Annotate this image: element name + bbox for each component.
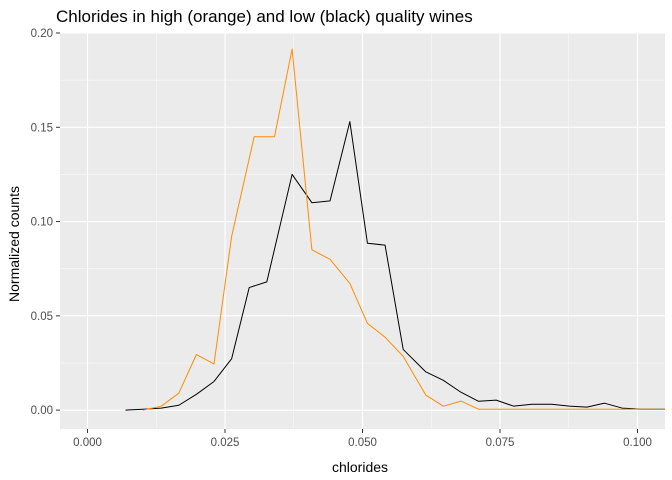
data-point xyxy=(214,381,215,382)
data-point xyxy=(143,410,144,411)
data-point xyxy=(178,405,179,406)
data-point xyxy=(513,406,514,407)
data-point xyxy=(665,409,666,410)
x-tick-label: 0.000 xyxy=(73,437,102,449)
data-point xyxy=(496,409,497,410)
axis-ticks xyxy=(56,32,638,433)
data-point xyxy=(532,404,533,405)
data-point xyxy=(461,392,462,393)
data-point xyxy=(461,401,462,402)
y-tick-label: 0.00 xyxy=(31,405,53,417)
data-point xyxy=(292,174,293,175)
data-point xyxy=(587,407,588,408)
major-gridlines xyxy=(60,32,665,429)
series-lines xyxy=(125,48,666,411)
data-point xyxy=(443,380,444,381)
series-1 xyxy=(142,48,666,411)
data-point xyxy=(513,409,514,410)
data-point xyxy=(274,136,275,137)
data-point xyxy=(587,409,588,410)
data-point xyxy=(532,409,533,410)
data-point xyxy=(496,400,497,401)
data-point xyxy=(254,136,255,137)
data-point xyxy=(604,403,605,404)
data-point xyxy=(443,406,444,407)
data-point xyxy=(196,394,197,395)
data-point xyxy=(569,409,570,410)
data-point xyxy=(292,49,293,50)
data-point xyxy=(367,243,368,244)
data-point xyxy=(385,245,386,246)
data-point xyxy=(478,401,479,402)
data-point xyxy=(551,404,552,405)
data-point xyxy=(266,282,267,283)
data-point xyxy=(604,409,605,410)
y-tick-label: 0.15 xyxy=(31,122,53,134)
y-tick-label: 0.05 xyxy=(31,311,53,323)
x-tick-label: 0.025 xyxy=(211,437,240,449)
data-point xyxy=(143,409,144,410)
x-tick-labels: 0.000 0.025 0.050 0.075 0.100 xyxy=(73,437,652,449)
data-point xyxy=(349,121,350,122)
chart-title: Chlorides in high (orange) and low (blac… xyxy=(56,7,473,26)
data-point xyxy=(178,393,179,394)
data-point xyxy=(312,202,313,203)
data-point xyxy=(231,358,232,359)
data-point xyxy=(425,371,426,372)
x-tick-label: 0.050 xyxy=(348,437,377,449)
data-point xyxy=(161,406,162,407)
y-tick-label: 0.10 xyxy=(31,217,53,229)
data-point xyxy=(312,249,313,250)
series-line xyxy=(125,121,665,411)
y-axis-title: Normalized counts xyxy=(6,186,22,302)
x-tick-label: 0.100 xyxy=(623,437,652,449)
data-point xyxy=(161,408,162,409)
series-0 xyxy=(125,121,665,411)
data-point xyxy=(640,409,641,410)
data-point xyxy=(214,364,215,365)
y-tick-label: 0.20 xyxy=(31,28,53,40)
data-point xyxy=(231,236,232,237)
x-tick-label: 0.075 xyxy=(486,437,515,449)
data-point xyxy=(403,356,404,357)
data-point xyxy=(367,323,368,324)
data-point xyxy=(349,283,350,284)
data-point xyxy=(403,349,404,350)
data-point xyxy=(196,354,197,355)
data-point xyxy=(385,337,386,338)
data-point xyxy=(551,409,552,410)
data-point xyxy=(425,395,426,396)
data-point xyxy=(330,259,331,260)
data-point xyxy=(478,409,479,410)
x-axis-title: chlorides xyxy=(332,459,388,475)
data-point xyxy=(125,410,126,411)
y-tick-labels: 0.00 0.05 0.10 0.15 0.20 xyxy=(31,28,53,417)
data-point xyxy=(622,408,623,409)
data-point xyxy=(249,287,250,288)
data-point xyxy=(622,409,623,410)
data-point xyxy=(569,406,570,407)
data-point xyxy=(330,200,331,201)
series-line xyxy=(142,48,665,411)
